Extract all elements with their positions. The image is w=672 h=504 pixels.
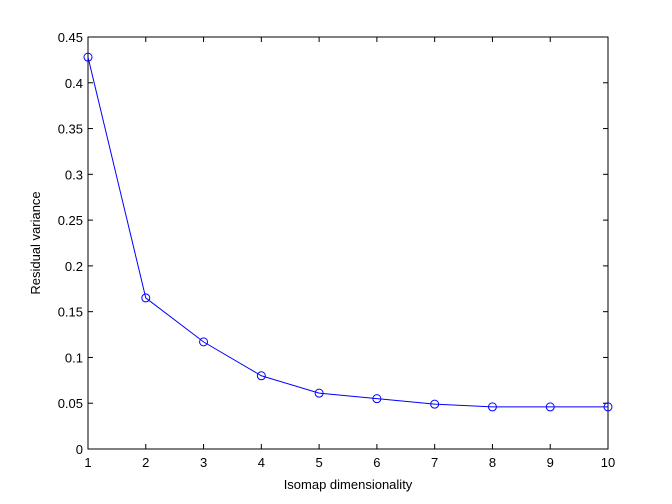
- y-tick-label: 0.3: [65, 167, 83, 182]
- data-marker: [430, 399, 440, 409]
- data-marker: [141, 293, 151, 303]
- y-tick-label: 0.25: [58, 213, 83, 228]
- x-tick-label: 2: [142, 455, 149, 470]
- x-tick-label: 5: [315, 455, 322, 470]
- x-tick-label: 4: [258, 455, 265, 470]
- y-tick-label: 0: [76, 442, 83, 457]
- y-axis-label: Residual variance: [28, 191, 43, 294]
- x-tick-label: 3: [200, 455, 207, 470]
- x-tick-label: 10: [601, 455, 615, 470]
- x-tick-label: 6: [373, 455, 380, 470]
- data-marker: [487, 402, 497, 412]
- data-line: [87, 57, 608, 408]
- y-tick-label: 0.45: [58, 30, 83, 45]
- data-marker: [256, 371, 266, 381]
- y-tick-label: 0.1: [65, 350, 83, 365]
- y-tick-label: 0.05: [58, 396, 83, 411]
- axes-box: [87, 36, 609, 450]
- data-marker: [199, 337, 209, 347]
- data-marker: [545, 402, 555, 412]
- data-marker: [314, 388, 324, 398]
- y-tick-label: 0.2: [65, 259, 83, 274]
- x-tick-label: 9: [547, 455, 554, 470]
- data-marker: [372, 394, 382, 404]
- y-tick-label: 0.35: [58, 122, 83, 137]
- x-tick-label: 7: [431, 455, 438, 470]
- data-marker: [603, 402, 613, 412]
- x-axis-label: Isomap dimensionality: [284, 477, 413, 492]
- y-tick-label: 0.15: [58, 305, 83, 320]
- x-tick-label: 8: [489, 455, 496, 470]
- data-marker: [83, 52, 93, 62]
- y-tick-label: 0.4: [65, 76, 83, 91]
- x-tick-label: 1: [84, 455, 91, 470]
